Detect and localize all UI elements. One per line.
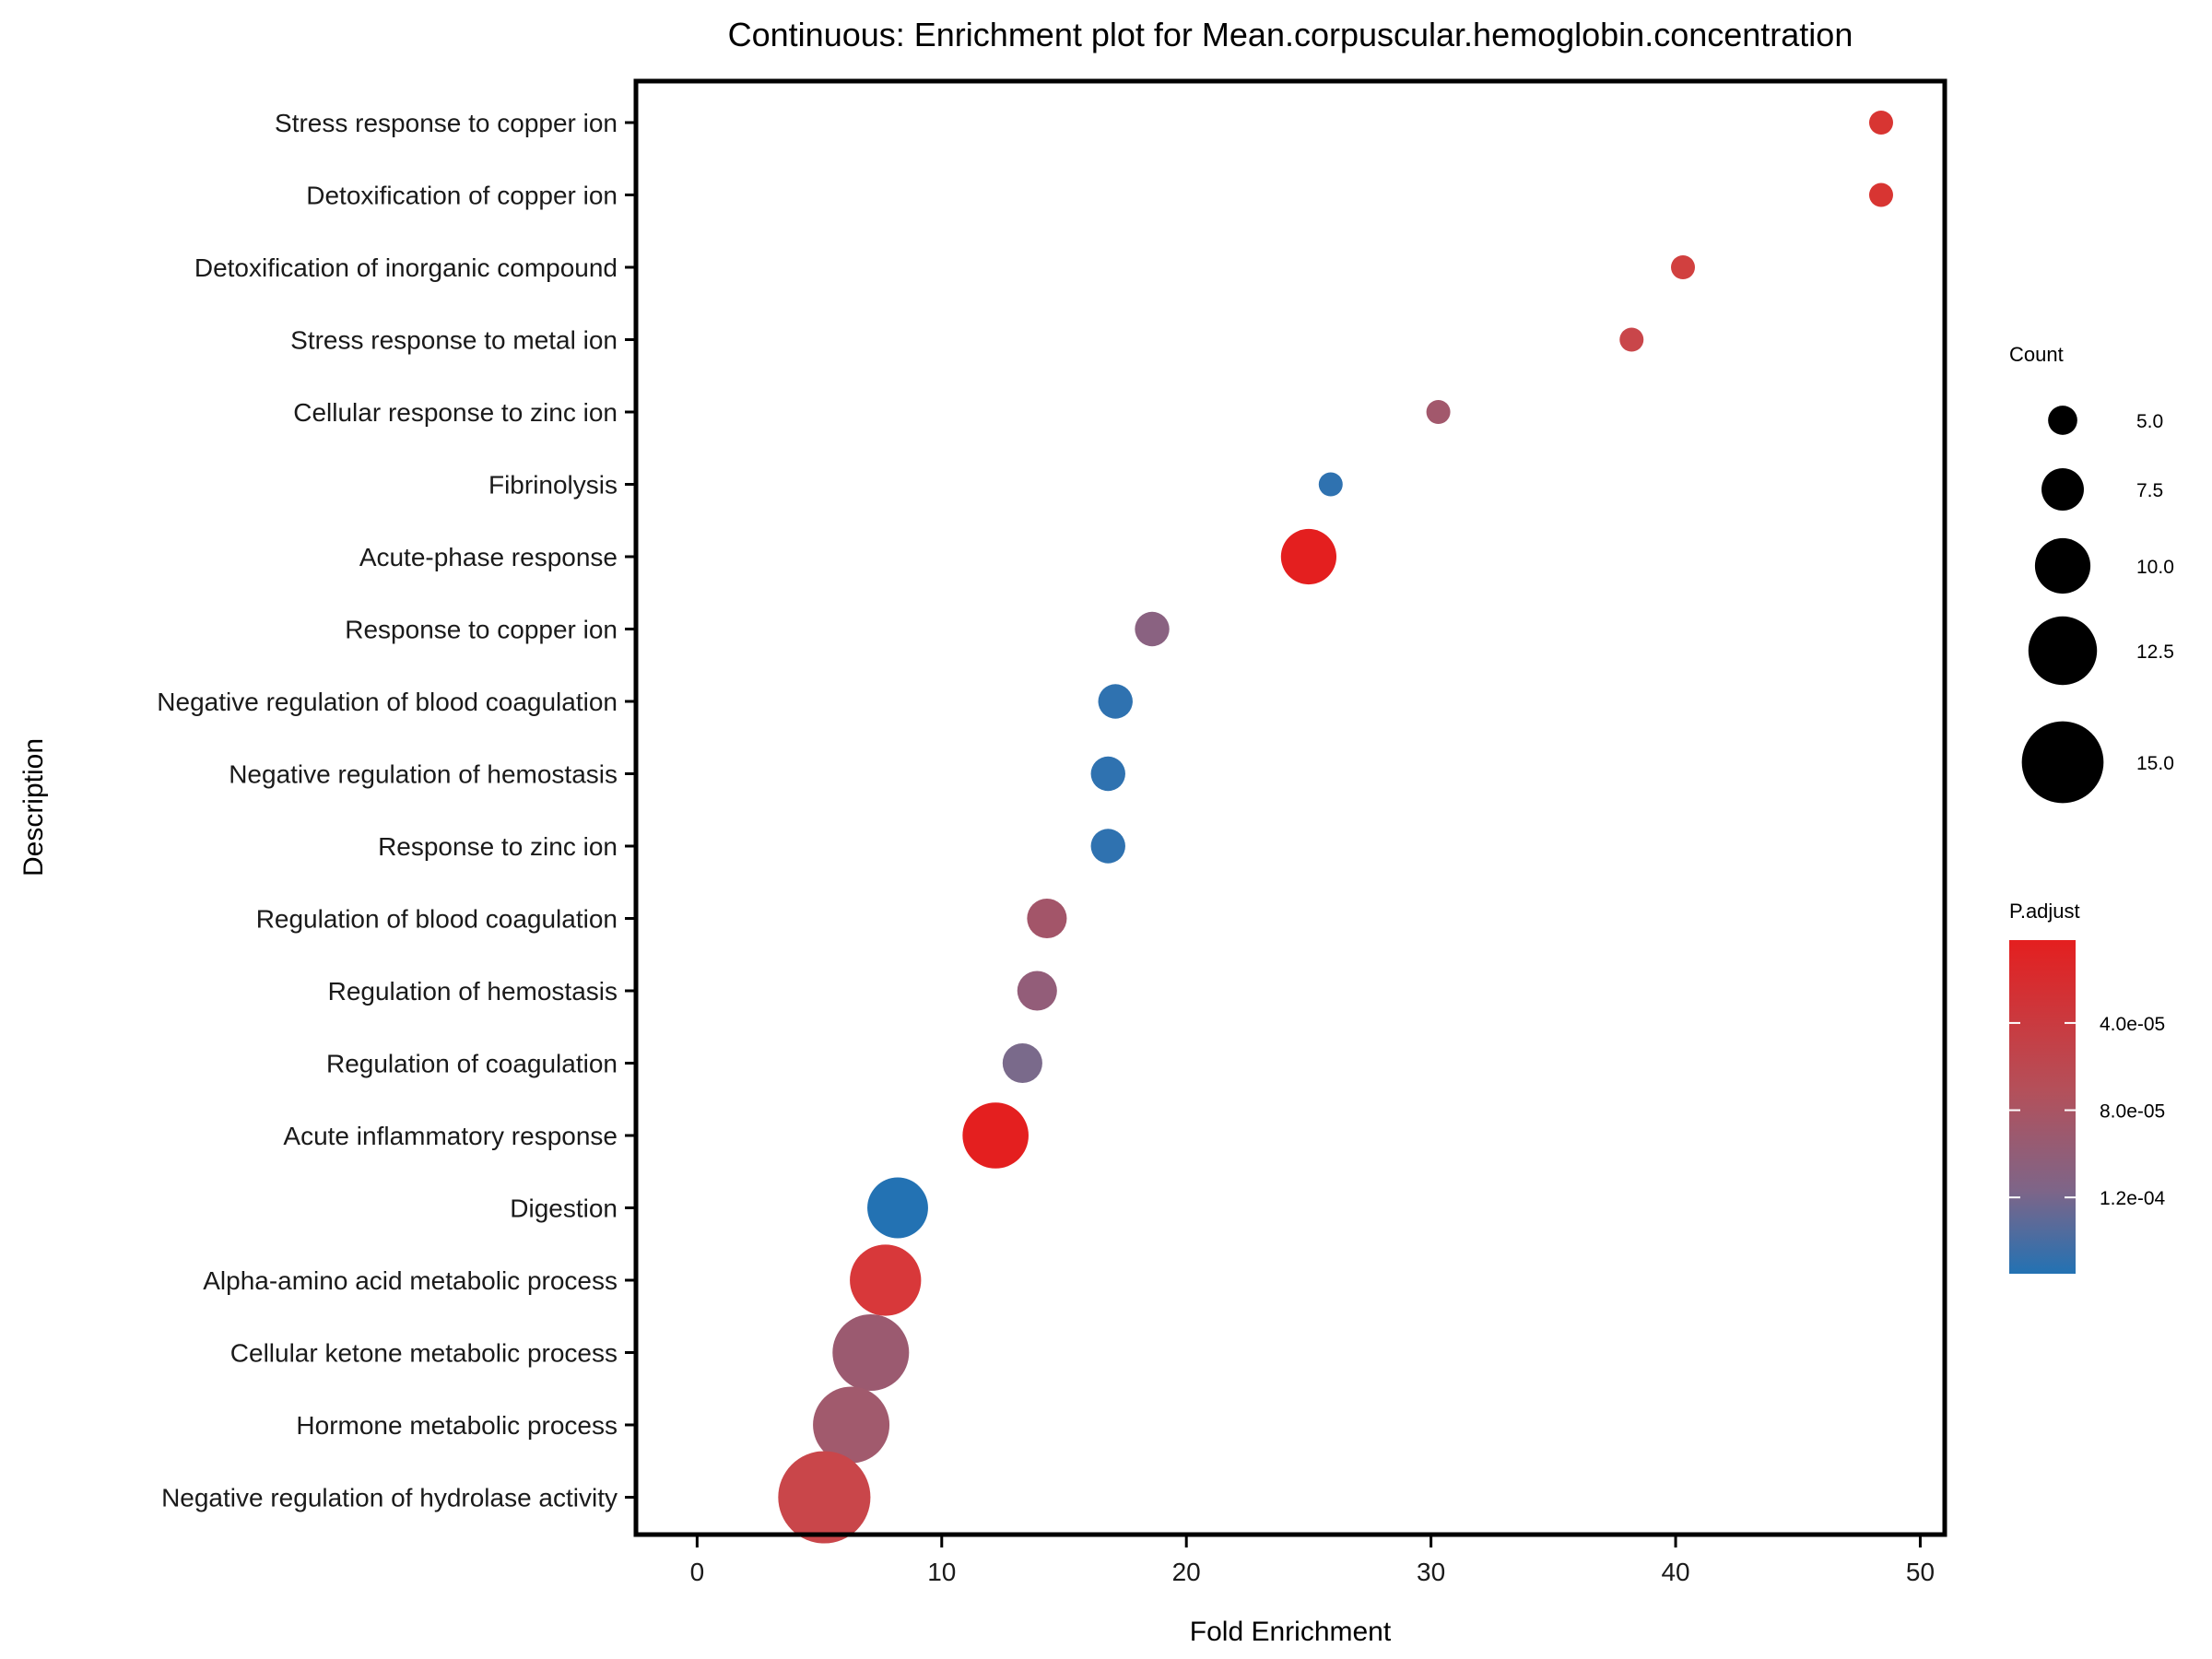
- data-point: [1868, 111, 1893, 135]
- plot-panel-border: [633, 78, 1947, 1537]
- data-point: [832, 1314, 910, 1391]
- data-point: [1002, 1042, 1042, 1084]
- size-legend-label: 12.5: [2136, 641, 2174, 663]
- x-tick-label: 30: [1417, 1558, 1445, 1586]
- size-legend-label: 7.5: [2136, 480, 2163, 501]
- data-point: [813, 1386, 890, 1464]
- x-axis-label: Fold Enrichment: [1190, 1617, 1392, 1647]
- size-legend-key: [2034, 537, 2091, 594]
- y-tick-label: Fibrinolysis: [488, 471, 618, 500]
- data-point: [1280, 528, 1337, 585]
- color-legend-title: P.adjust: [2009, 900, 2080, 923]
- y-tick-label: Negative regulation of hydrolase activit…: [161, 1484, 618, 1512]
- size-legend-items: 5.0 7.5 10.0 12.5 15.0: [2021, 406, 2174, 804]
- y-tick-label: Acute inflammatory response: [283, 1122, 618, 1150]
- data-point: [1619, 327, 1644, 352]
- data-point: [1868, 182, 1893, 207]
- y-tick-labels: Stress response to copper ion Detoxificat…: [157, 109, 618, 1512]
- data-point: [1098, 684, 1133, 719]
- data-point: [1027, 898, 1067, 939]
- x-tick-label: 20: [1172, 1558, 1201, 1586]
- y-tick-label: Acute-phase response: [359, 543, 618, 571]
- color-legend-label: 4.0e-05: [2100, 1014, 2165, 1035]
- data-point: [1318, 472, 1343, 497]
- y-tick-label: Regulation of blood coagulation: [256, 905, 618, 934]
- y-tick-label: Stress response to metal ion: [290, 326, 618, 355]
- y-tick-label: Stress response to copper ion: [275, 109, 618, 137]
- size-legend-title: Count: [2009, 343, 2064, 366]
- data-point: [1090, 829, 1125, 864]
- data-point: [778, 1451, 871, 1544]
- size-legend-label: 5.0: [2136, 411, 2163, 432]
- color-legend-bar: [2009, 940, 2076, 1274]
- size-legend-key: [2041, 468, 2084, 511]
- chart-title: Continuous: Enrichment plot for Mean.cor…: [728, 16, 1853, 53]
- y-tick-label: Detoxification of inorganic compound: [194, 253, 618, 282]
- x-tick-label: 50: [1906, 1558, 1935, 1586]
- size-legend: Count 5.0 7.5 10.0 12.5 15.0: [2009, 343, 2174, 804]
- color-legend-label: 8.0e-05: [2100, 1101, 2165, 1123]
- y-axis-label: Description: [18, 738, 49, 877]
- y-tick-label: Response to zinc ion: [378, 832, 618, 861]
- x-tick-label: 40: [1661, 1558, 1689, 1586]
- data-point: [867, 1177, 928, 1239]
- size-legend-label: 15.0: [2136, 753, 2174, 774]
- x-tick-label: 10: [927, 1558, 956, 1586]
- size-legend-key: [2028, 616, 2098, 686]
- x-tick-labels: 0 10 20 30 40 50: [690, 1558, 1935, 1586]
- data-point: [1090, 756, 1125, 792]
- y-tick-label: Response to copper ion: [345, 616, 618, 644]
- data-points: [778, 111, 1893, 1544]
- size-legend-key: [2021, 721, 2104, 804]
- color-legend: P.adjust 4.0e-05 8.0e-05 1.2e-04: [2009, 900, 2166, 1274]
- color-legend-label: 1.2e-04: [2100, 1188, 2166, 1209]
- y-tick-label: Regulation of hemostasis: [328, 977, 618, 1006]
- y-tick-label: Cellular ketone metabolic process: [230, 1339, 618, 1368]
- data-point: [1135, 611, 1170, 647]
- data-point: [850, 1244, 922, 1316]
- color-legend-ticks: 4.0e-05 8.0e-05 1.2e-04: [2009, 1014, 2166, 1209]
- y-tick-label: Digestion: [510, 1194, 618, 1223]
- y-tick-label: Negative regulation of hemostasis: [229, 760, 618, 789]
- data-point: [962, 1102, 1029, 1169]
- size-legend-key: [2048, 406, 2077, 435]
- y-tick-label: Detoxification of copper ion: [306, 182, 618, 210]
- size-legend-label: 10.0: [2136, 557, 2174, 578]
- x-tick-label: 0: [690, 1558, 705, 1586]
- data-point: [1017, 971, 1057, 1011]
- y-tick-label: Alpha-amino acid metabolic process: [203, 1266, 618, 1295]
- y-tick-label: Cellular response to zinc ion: [293, 398, 618, 427]
- data-point: [1426, 400, 1451, 424]
- data-point: [1671, 255, 1695, 279]
- y-tick-label: Hormone metabolic process: [296, 1411, 618, 1440]
- y-tick-label: Regulation of coagulation: [326, 1050, 618, 1078]
- y-tick-label: Negative regulation of blood coagulation: [157, 688, 618, 716]
